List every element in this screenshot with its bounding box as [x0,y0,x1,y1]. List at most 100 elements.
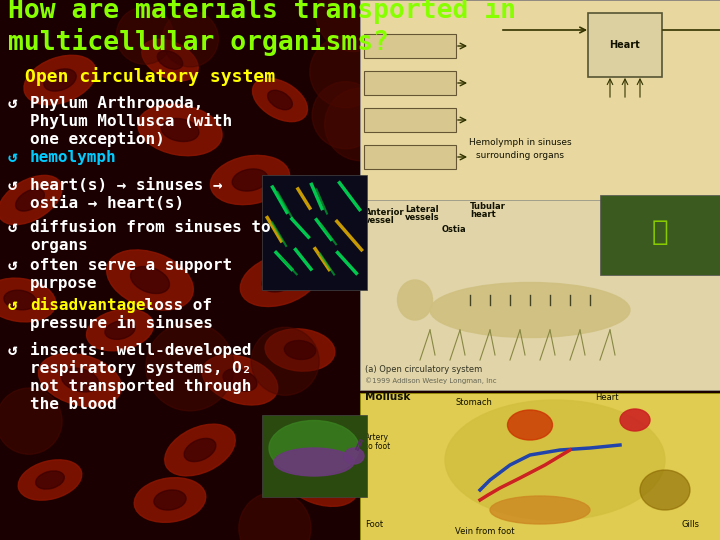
FancyBboxPatch shape [588,13,662,77]
Circle shape [316,0,392,51]
Text: one exception): one exception) [30,131,165,147]
Text: disadvantage:: disadvantage: [30,297,155,313]
Ellipse shape [0,278,55,322]
Text: hemolymph: hemolymph [30,150,117,165]
Text: Mollusk: Mollusk [365,392,410,402]
Text: How are materials transported in: How are materials transported in [8,0,516,24]
FancyBboxPatch shape [364,71,456,95]
Circle shape [251,327,319,395]
Text: ↺: ↺ [8,343,17,358]
Ellipse shape [268,90,292,110]
Ellipse shape [36,471,64,489]
Ellipse shape [262,268,298,292]
Text: ↺: ↺ [8,96,17,111]
Ellipse shape [138,104,222,156]
Text: purpose: purpose [30,276,97,291]
Ellipse shape [508,410,552,440]
FancyBboxPatch shape [364,34,456,58]
Ellipse shape [184,438,216,462]
FancyBboxPatch shape [360,0,720,200]
Ellipse shape [134,478,206,522]
Circle shape [239,492,311,540]
Ellipse shape [397,280,433,320]
Ellipse shape [18,460,82,500]
Ellipse shape [202,355,278,405]
Ellipse shape [265,329,335,371]
Text: pressure in sinuses: pressure in sinuses [30,315,213,331]
Ellipse shape [253,78,307,122]
Ellipse shape [24,55,96,105]
Ellipse shape [620,409,650,431]
FancyBboxPatch shape [360,200,720,390]
Ellipse shape [302,468,337,492]
Ellipse shape [130,266,169,294]
Text: Vein from foot: Vein from foot [455,527,515,536]
Text: insects: well-developed: insects: well-developed [30,342,251,358]
Text: heart(s) → sinuses →: heart(s) → sinuses → [30,178,222,193]
Ellipse shape [142,39,198,80]
Ellipse shape [107,250,193,310]
Circle shape [116,7,174,64]
Ellipse shape [161,118,199,141]
Text: Open circulatory system: Open circulatory system [25,67,275,86]
Ellipse shape [86,309,153,351]
Ellipse shape [430,282,630,338]
Ellipse shape [274,448,354,476]
Text: ↺: ↺ [8,220,17,235]
FancyBboxPatch shape [360,393,720,540]
Text: ↺: ↺ [8,298,17,313]
Circle shape [163,11,218,67]
Circle shape [312,82,379,149]
Text: Hemolymph in sinuses: Hemolymph in sinuses [469,138,571,147]
Text: ↺: ↺ [8,150,17,165]
Ellipse shape [154,490,186,510]
Ellipse shape [165,424,235,476]
Text: (a) Open circulatory system: (a) Open circulatory system [365,365,482,374]
Ellipse shape [284,341,315,360]
Text: not transported through: not transported through [30,379,251,394]
Ellipse shape [223,369,257,392]
Text: Ostia: Ostia [442,225,467,234]
Ellipse shape [490,496,590,524]
FancyBboxPatch shape [262,175,367,290]
Text: surrounding organs: surrounding organs [476,151,564,160]
Ellipse shape [157,51,183,69]
Ellipse shape [232,169,268,191]
FancyBboxPatch shape [364,145,456,169]
Text: Phylum Mollusca (with: Phylum Mollusca (with [30,113,232,129]
Circle shape [310,36,381,107]
Ellipse shape [282,454,359,507]
Ellipse shape [240,253,320,307]
Ellipse shape [336,191,364,210]
Text: Anterior: Anterior [365,208,405,217]
Ellipse shape [105,321,135,339]
Text: 🦗: 🦗 [652,218,668,246]
FancyBboxPatch shape [262,415,367,497]
Text: ↺: ↺ [8,178,17,193]
Text: often serve a support: often serve a support [30,258,232,273]
Text: multicellular organisms?: multicellular organisms? [8,28,389,56]
Text: the blood: the blood [30,397,117,412]
Text: vessels: vessels [405,213,440,222]
Ellipse shape [319,179,381,221]
Text: ↺: ↺ [8,258,17,273]
Text: heart: heart [470,210,496,219]
Ellipse shape [4,290,36,310]
Ellipse shape [16,189,45,211]
Ellipse shape [44,69,76,91]
Text: ©1999 Addison Wesley Longman, Inc: ©1999 Addison Wesley Longman, Inc [365,377,497,384]
Ellipse shape [61,368,99,392]
Text: Artery: Artery [365,433,389,442]
Circle shape [146,323,234,411]
Text: loss of: loss of [135,298,212,313]
Circle shape [325,88,397,161]
Ellipse shape [0,176,62,225]
Ellipse shape [210,156,289,205]
Ellipse shape [445,400,665,520]
Text: Tubular: Tubular [470,202,506,211]
Text: vessel: vessel [365,216,395,225]
Ellipse shape [269,421,359,476]
Text: Lateral: Lateral [405,205,438,214]
Ellipse shape [38,354,122,407]
Text: diffusion from sinuses to: diffusion from sinuses to [30,220,271,235]
